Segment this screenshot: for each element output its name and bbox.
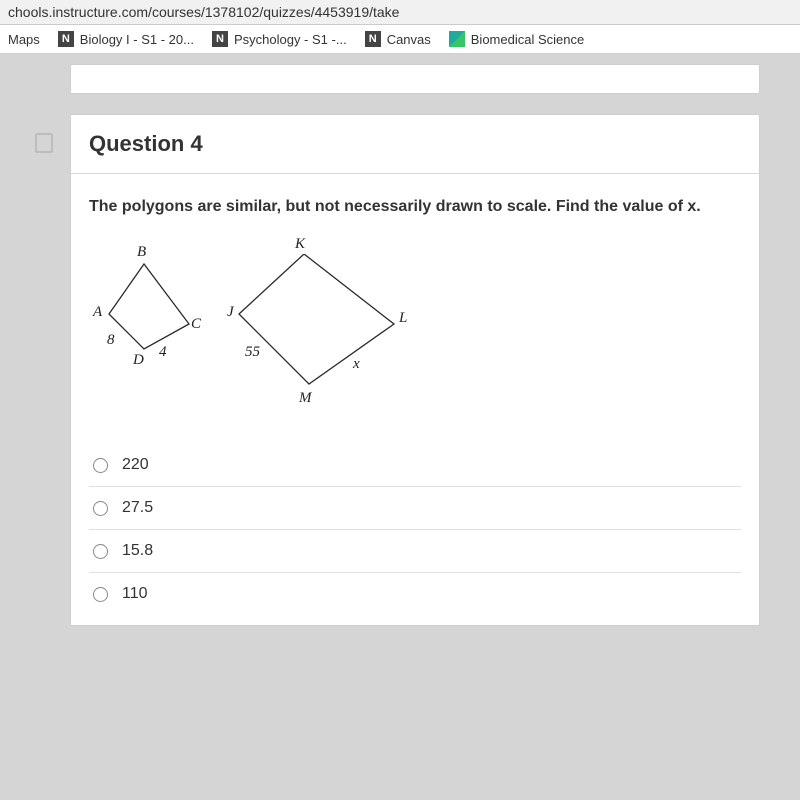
polygon-jklm <box>239 254 394 384</box>
radio-icon <box>93 544 108 559</box>
biomedical-favicon-icon <box>449 31 465 47</box>
answer-option-0[interactable]: 220 <box>89 444 741 487</box>
label-K: K <box>295 236 305 253</box>
bookmarks-bar: Maps N Biology I - S1 - 20... N Psycholo… <box>0 25 800 54</box>
url-bar: chools.instructure.com/courses/1378102/q… <box>0 0 800 25</box>
label-B: B <box>137 244 146 261</box>
answer-option-3[interactable]: 110 <box>89 573 741 615</box>
question-title: Question 4 <box>89 131 741 157</box>
question-header: Question 4 <box>71 115 759 174</box>
label-side-4: 4 <box>159 344 167 361</box>
label-M: M <box>299 390 312 407</box>
answer-option-2[interactable]: 15.8 <box>89 530 741 573</box>
bookmark-label: Maps <box>8 32 40 47</box>
geometry-figure: A B C D 8 4 J K L M 55 x <box>99 244 439 414</box>
label-side-55: 55 <box>245 344 260 361</box>
bookmark-label: Biology I - S1 - 20... <box>80 32 194 47</box>
question-body: The polygons are similar, but not necess… <box>71 174 759 625</box>
question-prompt: The polygons are similar, but not necess… <box>89 198 741 216</box>
bookmark-label: Psychology - S1 -... <box>234 32 347 47</box>
url-text: chools.instructure.com/courses/1378102/q… <box>8 4 399 20</box>
radio-icon <box>93 458 108 473</box>
canvas-favicon-icon: N <box>365 31 381 47</box>
bookmark-biomedical[interactable]: Biomedical Science <box>449 31 584 47</box>
bookmark-psychology[interactable]: N Psychology - S1 -... <box>212 31 347 47</box>
radio-icon <box>93 587 108 602</box>
bookmark-maps[interactable]: Maps <box>8 32 40 47</box>
label-J: J <box>227 304 234 321</box>
bookmark-label: Biomedical Science <box>471 32 584 47</box>
bookmark-label: Canvas <box>387 32 431 47</box>
polygon-abcd <box>109 264 189 349</box>
label-side-x: x <box>353 356 360 373</box>
previous-question-card <box>70 64 760 94</box>
label-C: C <box>191 316 201 333</box>
label-D: D <box>133 352 144 369</box>
label-A: A <box>93 304 102 321</box>
answer-option-1[interactable]: 27.5 <box>89 487 741 530</box>
canvas-favicon-icon: N <box>58 31 74 47</box>
option-label: 220 <box>122 456 149 474</box>
bookmark-biology[interactable]: N Biology I - S1 - 20... <box>58 31 194 47</box>
option-label: 15.8 <box>122 542 153 560</box>
bookmark-canvas[interactable]: N Canvas <box>365 31 431 47</box>
radio-icon <box>93 501 108 516</box>
answer-options: 220 27.5 15.8 110 <box>89 444 741 615</box>
option-label: 110 <box>122 585 148 603</box>
canvas-favicon-icon: N <box>212 31 228 47</box>
label-side-8: 8 <box>107 332 115 349</box>
option-label: 27.5 <box>122 499 153 517</box>
flag-question-icon[interactable] <box>35 133 53 153</box>
polygons-svg <box>99 254 439 424</box>
question-card: Question 4 The polygons are similar, but… <box>70 114 760 626</box>
quiz-content: Question 4 The polygons are similar, but… <box>0 64 800 626</box>
label-L: L <box>399 310 407 327</box>
